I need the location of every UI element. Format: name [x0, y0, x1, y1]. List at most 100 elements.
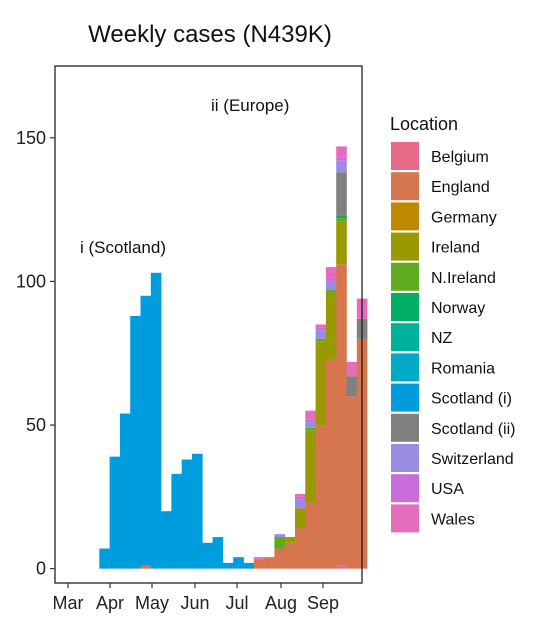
axes-layer: 0 50 100 150 Mar Apr May Jun Jul Aug Sep [16, 128, 339, 613]
legend-title: Location [390, 114, 458, 134]
plot-frame [54, 65, 363, 584]
bar-segment [305, 427, 316, 431]
bar-segment [305, 410, 316, 420]
legend-key [391, 323, 419, 352]
legend-key [391, 202, 419, 231]
bar-segment [336, 264, 347, 566]
bar-segment [336, 565, 347, 569]
bar-segment [140, 565, 152, 569]
bar-segment [305, 422, 316, 428]
bar-segment [212, 537, 224, 569]
bar-segment [284, 542, 296, 569]
bar-segment [315, 425, 327, 569]
bar-segment [222, 562, 234, 569]
bar-segment [140, 295, 152, 566]
bar-segment [99, 548, 110, 569]
bar-segment [192, 453, 203, 569]
bar-segment [243, 562, 255, 569]
bar-segment [295, 528, 306, 569]
legend-key [391, 444, 419, 472]
bar-segment [305, 430, 316, 503]
bar-segment [130, 315, 141, 569]
legend-key [391, 142, 419, 170]
bar-segment [181, 459, 193, 569]
x-tick-label: Jun [180, 593, 209, 613]
bar-segment [305, 502, 316, 569]
legend-key [391, 262, 419, 291]
bar-segment [202, 542, 213, 569]
y-tick-label: 50 [26, 415, 46, 435]
annotation-europe: ii (Europe) [211, 96, 289, 115]
legend-key [391, 383, 419, 412]
legend-label: Norway [431, 300, 485, 317]
bar-segment [284, 537, 296, 543]
bar-segment [336, 146, 347, 158]
legend-label: Wales [431, 511, 475, 528]
legend: Location Belgium England Germany Ireland N.I… [390, 114, 515, 533]
bar-segment [305, 419, 316, 423]
bar-segment [325, 358, 337, 569]
bar-segment [325, 290, 337, 293]
bar-segment [119, 413, 131, 569]
legend-key [391, 353, 419, 382]
legend-label: N.Ireland [431, 270, 496, 287]
bar-segment [274, 537, 285, 549]
y-tick-label: 150 [16, 128, 46, 148]
x-tick-label: Mar [53, 593, 84, 613]
bars-layer [99, 146, 368, 569]
bar-segment [253, 557, 265, 561]
y-tick-label: 100 [16, 271, 46, 291]
legend-key [391, 293, 419, 321]
legend-key [391, 232, 419, 261]
bar-segment [295, 496, 306, 500]
legend-label: Ireland [431, 240, 480, 257]
bar-segment [161, 511, 172, 569]
legend-label: Romania [431, 360, 495, 377]
legend-label: USA [431, 481, 464, 498]
legend-label: Germany [431, 209, 497, 226]
x-tick-label: Aug [265, 593, 297, 613]
bar-segment [336, 160, 347, 173]
bar-segment [233, 557, 244, 569]
bar-segment [315, 324, 327, 328]
legend-key [391, 504, 419, 533]
legend-label: Belgium [431, 149, 489, 166]
legend-label: NZ [431, 330, 453, 347]
bar-segment [295, 499, 306, 509]
bar-segment [315, 330, 327, 339]
bar-segment [346, 361, 358, 377]
bar-segment [336, 221, 347, 265]
bar-segment [346, 396, 358, 569]
y-tick-label: 0 [36, 559, 46, 579]
bar-segment [315, 341, 327, 426]
legend-label: Scotland (ii) [431, 421, 515, 438]
bar-segment [336, 215, 347, 219]
bar-segment [315, 327, 327, 331]
bar-segment [325, 267, 337, 279]
bar-segment [315, 338, 327, 342]
bar-segment [274, 534, 285, 538]
legend-label: Scotland (i) [431, 391, 512, 408]
x-tick-label: May [135, 593, 169, 613]
x-tick-label: Sep [307, 593, 339, 613]
bar-segment [274, 548, 285, 569]
legend-label: Switzerland [431, 451, 514, 468]
legend-key [391, 474, 419, 503]
bar-segment [336, 157, 347, 161]
bar-segment [325, 292, 337, 359]
legend-key [391, 172, 419, 201]
bar-segment [336, 218, 347, 222]
bar-segment [346, 376, 358, 397]
bar-segment [109, 456, 121, 569]
annotation-scotland: i (Scotland) [80, 238, 166, 257]
legend-label: England [431, 179, 490, 196]
bar-segment [171, 473, 182, 569]
bar-segment [325, 278, 337, 282]
bar-segment [264, 557, 275, 569]
bar-segment [253, 560, 265, 569]
chart-title: Weekly cases (N439K) [88, 21, 332, 48]
x-tick-label: Jul [225, 593, 248, 613]
bar-segment [295, 493, 306, 497]
bar-segment [325, 281, 337, 291]
